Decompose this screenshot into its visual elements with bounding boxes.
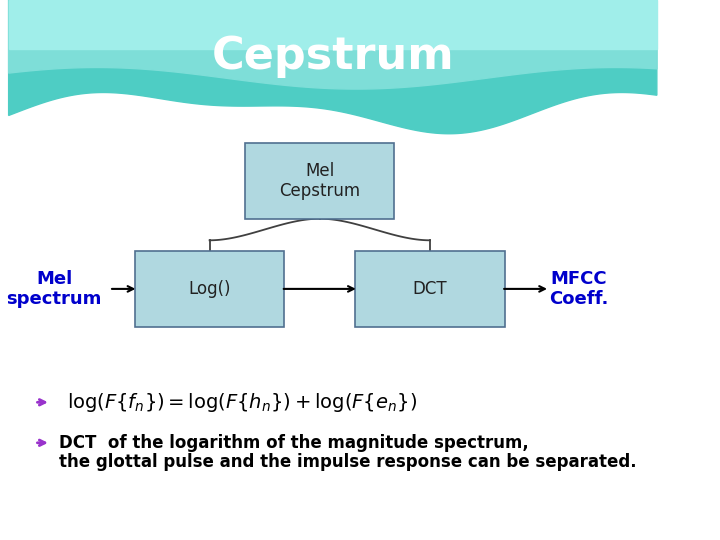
Text: Mel
spectrum: Mel spectrum [6, 269, 102, 308]
FancyBboxPatch shape [135, 251, 284, 327]
Polygon shape [9, 0, 657, 89]
Polygon shape [9, 0, 657, 49]
Text: Cepstrum: Cepstrum [212, 35, 454, 78]
Text: DCT: DCT [413, 280, 447, 298]
Text: DCT  of the logarithm of the magnitude spectrum,: DCT of the logarithm of the magnitude sp… [59, 434, 529, 452]
Text: $\log(F\{f_n\}) = \log(F\{h_n\}) + \log(F\{e_n\})$: $\log(F\{f_n\}) = \log(F\{h_n\}) + \log(… [67, 391, 417, 414]
Polygon shape [9, 0, 657, 134]
Text: Mel
Cepstrum: Mel Cepstrum [279, 161, 360, 200]
Text: Log(): Log() [189, 280, 231, 298]
Text: the glottal pulse and the impulse response can be separated.: the glottal pulse and the impulse respon… [59, 453, 636, 471]
Text: MFCC
Coeff.: MFCC Coeff. [549, 269, 608, 308]
FancyBboxPatch shape [246, 143, 395, 219]
FancyBboxPatch shape [356, 251, 505, 327]
